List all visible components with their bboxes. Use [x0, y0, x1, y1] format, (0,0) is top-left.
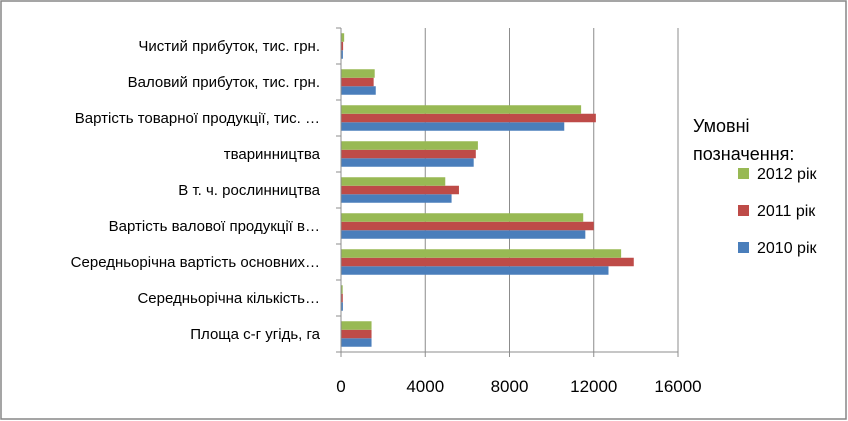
bar — [341, 177, 446, 186]
x-tick-labels: 0 4000 8000 12000 16000 — [336, 377, 701, 396]
legend-title-line-1: Умовні — [693, 116, 750, 136]
bar — [341, 141, 478, 150]
category-label: Валовий прибуток, тис. грн. — [128, 74, 320, 91]
bar — [341, 122, 565, 131]
bar — [341, 86, 376, 95]
bar — [341, 221, 594, 231]
x-tick-label: 4000 — [406, 377, 444, 396]
bar — [341, 149, 476, 159]
legend-swatch — [738, 205, 749, 216]
bar — [341, 50, 343, 59]
bar — [341, 105, 582, 114]
bar — [341, 213, 584, 222]
legend-label: 2011 рік — [757, 203, 816, 220]
category-label: Площа с-г угідь, га — [190, 326, 320, 343]
axes — [336, 27, 679, 357]
legend-swatch — [738, 168, 749, 179]
bar — [341, 329, 372, 339]
bar — [341, 249, 622, 258]
bar — [341, 321, 372, 330]
x-tick-label: 0 — [336, 377, 345, 396]
legend-label: 2012 рік — [757, 166, 817, 183]
category-label: Середньорічна кількість… — [137, 290, 320, 307]
legend-swatch — [738, 242, 749, 253]
category-label: Середньорічна вартість основних… — [71, 254, 320, 271]
category-label: тваринництва — [224, 146, 321, 163]
bar — [341, 158, 474, 167]
x-tick-label: 8000 — [491, 377, 529, 396]
bar — [341, 230, 586, 239]
category-labels: Площа с-г угідь, га Середньорічна кількіс… — [71, 38, 321, 343]
bar — [341, 41, 344, 51]
bar — [341, 194, 452, 203]
bar — [341, 33, 345, 42]
legend-label: 2010 рік — [757, 240, 817, 257]
legend-title-line-2: позначення: — [693, 144, 794, 164]
x-tick-label: 12000 — [570, 377, 617, 396]
legend: Умовні позначення: 2012 рік 2011 рік 2010 … — [693, 116, 817, 257]
bar — [341, 285, 343, 294]
category-label: Вартість товарної продукції, тис. … — [75, 110, 320, 127]
x-tick-label: 16000 — [654, 377, 701, 396]
category-label: Чистий прибуток, тис. грн. — [138, 38, 320, 55]
bar — [341, 302, 343, 311]
bar — [341, 266, 609, 275]
category-label: В т. ч. рослинництва — [178, 182, 320, 199]
bar — [341, 338, 372, 347]
bar — [341, 69, 375, 78]
bar — [341, 113, 596, 123]
bar — [341, 293, 343, 303]
bars — [341, 33, 634, 347]
bar — [341, 185, 459, 195]
bar — [341, 77, 374, 87]
bar — [341, 257, 634, 267]
category-label: Вартість валової продукції в… — [109, 218, 320, 235]
